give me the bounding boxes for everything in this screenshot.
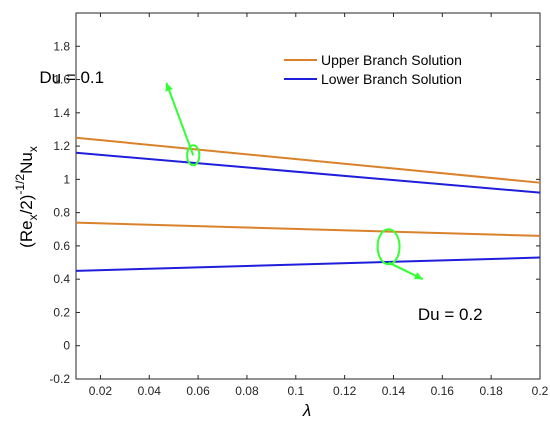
y-axis-title-sub1: x bbox=[26, 214, 40, 220]
annotation-layer: Du = 0.1 Du = 0.2 bbox=[39, 68, 482, 324]
x-tick-label: 0.06 bbox=[186, 384, 210, 398]
y-axis-title-sup: -1/2 bbox=[13, 174, 27, 195]
y-tick-label: 1.2 bbox=[53, 139, 70, 153]
annotation-ellipse-0 bbox=[186, 144, 201, 167]
x-tick-label: 0.16 bbox=[431, 384, 455, 398]
tick-layer: 0.02 0.04 0.06 0.08 0.1 0.12 0.14 0.16 0.18 0.2 -0… bbox=[49, 13, 549, 398]
annotation-label-1: Du = 0.2 bbox=[418, 305, 483, 324]
series-line-2 bbox=[75, 221, 541, 237]
x-tick-label: 0.08 bbox=[235, 384, 259, 398]
x-tick-label: 0.18 bbox=[479, 384, 503, 398]
x-tick-label: 0.1 bbox=[287, 384, 304, 398]
series-line-1 bbox=[75, 151, 541, 194]
annotation-label-0: Du = 0.1 bbox=[39, 68, 104, 87]
legend: Upper Branch Solution Lower Branch Solut… bbox=[284, 52, 462, 87]
series-line-0 bbox=[75, 136, 541, 184]
y-tick-label: -0.2 bbox=[49, 372, 70, 386]
legend-label-lower-branch: Lower Branch Solution bbox=[321, 71, 462, 87]
x-tick-label: 0.04 bbox=[138, 384, 162, 398]
x-axis-title: λ bbox=[302, 401, 311, 420]
x-tick-label: 0.14 bbox=[382, 384, 406, 398]
annotation-arrowhead-1 bbox=[413, 272, 423, 280]
y-tick-label: 0 bbox=[63, 339, 70, 353]
y-tick-label: 0.2 bbox=[53, 305, 70, 319]
y-axis-title-mid: /2) bbox=[17, 195, 36, 215]
y-tick-label: 0.8 bbox=[53, 206, 70, 220]
y-axis-title-nu: Nu bbox=[17, 152, 36, 174]
legend-label-upper-branch: Upper Branch Solution bbox=[321, 52, 462, 68]
y-axis-title-sub2: x bbox=[26, 146, 40, 152]
series-line-3 bbox=[75, 256, 541, 272]
x-tick-label: 0.02 bbox=[89, 384, 113, 398]
y-tick-label: 1.8 bbox=[53, 39, 70, 53]
y-tick-label: 1.4 bbox=[53, 106, 70, 120]
y-axis-title: (Rex/2)-1/2Nux bbox=[13, 146, 40, 248]
plot-area bbox=[75, 12, 541, 380]
annotation-arrow-0 bbox=[165, 82, 195, 156]
y-axis-title-open: (Re bbox=[17, 220, 36, 247]
y-tick-label: 1 bbox=[63, 172, 70, 186]
annotation-ellipse-1 bbox=[376, 228, 401, 266]
x-tick-label: 0.12 bbox=[333, 384, 357, 398]
series-layer bbox=[75, 136, 541, 272]
y-tick-label: 0.4 bbox=[53, 272, 70, 286]
y-tick-label: 1.6 bbox=[53, 73, 70, 87]
y-tick-label: 0.6 bbox=[53, 239, 70, 253]
x-tick-label: 0.2 bbox=[532, 384, 549, 398]
annotation-arrowhead-0 bbox=[165, 82, 173, 92]
